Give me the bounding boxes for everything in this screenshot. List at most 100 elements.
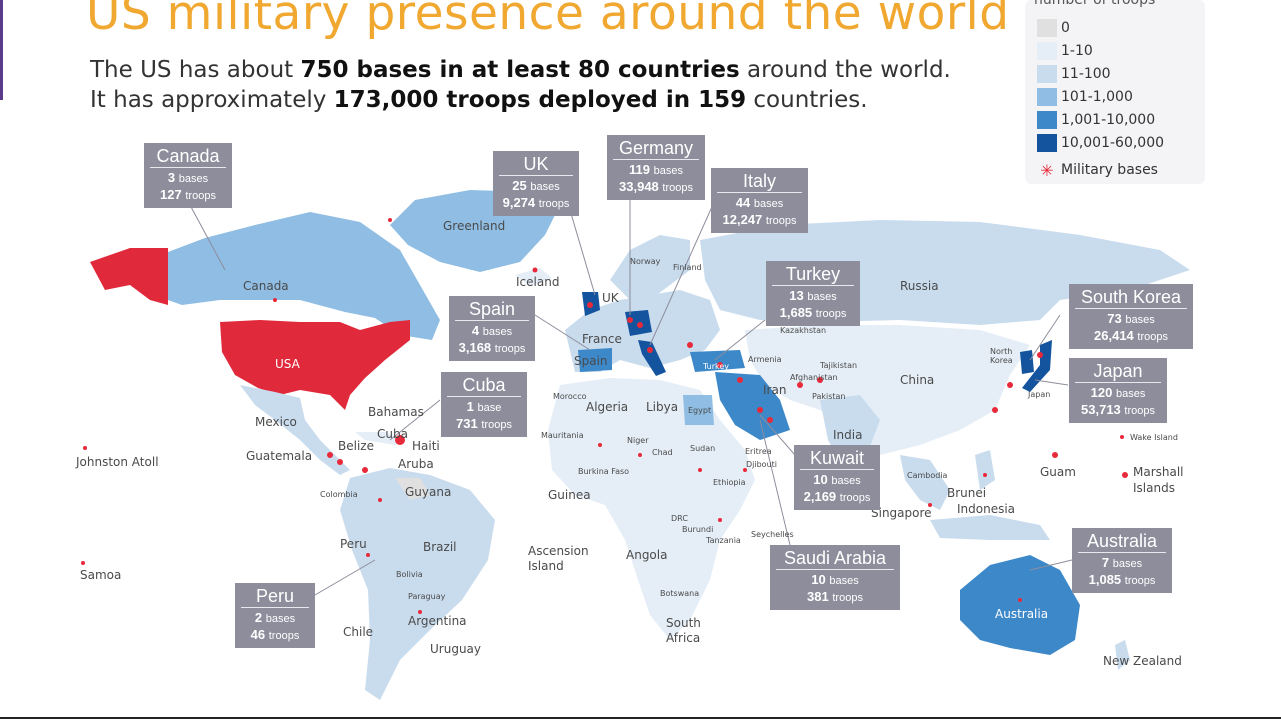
label-uruguay: Uruguay (430, 642, 481, 656)
frame-bottom-line (0, 717, 1281, 719)
label-cuba: Cuba (377, 427, 408, 441)
south-america-shape (340, 468, 495, 700)
label-cambodia: Cambodia (907, 471, 948, 480)
legend-swatch (1037, 88, 1057, 106)
base-marker (638, 453, 642, 457)
label-iceland: Iceland (516, 275, 559, 289)
base-marker (717, 362, 723, 368)
label-guyana: Guyana (405, 485, 451, 499)
africa-shape (548, 378, 755, 640)
subtitle-line-1: The US has about 750 bases in at least 8… (90, 57, 951, 83)
callout-leader-lines (189, 195, 1073, 596)
label-seychelles: Seychelles (751, 530, 794, 539)
label-new-zealand: New Zealand (1103, 654, 1182, 668)
label-marshall-2: Islands (1133, 481, 1175, 495)
callout-kuwait: Kuwait 10 bases 2,169 troops (794, 445, 880, 510)
base-marker (983, 473, 987, 477)
callout-name: Germany (613, 138, 699, 160)
philippines-shape (975, 450, 995, 490)
label-turkey: Turkey (702, 362, 729, 371)
callout-name: Italy (717, 171, 802, 193)
label-russia: Russia (900, 279, 939, 293)
korea-shape (1020, 350, 1034, 374)
label-indonesia: Indonesia (957, 502, 1015, 516)
label-china: China (900, 373, 934, 387)
callout-name: Australia (1078, 531, 1166, 553)
frame-left-accent (0, 0, 3, 100)
label-ascension: Ascension (528, 544, 589, 558)
callout-peru: Peru 2 bases 46 troops (235, 583, 315, 648)
subtitle-line-2: It has approximately 173,000 troops depl… (90, 87, 868, 113)
alaska-shape (90, 248, 168, 305)
callout-name: Japan (1075, 361, 1161, 383)
callout-name: Spain (455, 299, 529, 321)
label-paraguay: Paraguay (408, 592, 446, 601)
label-bolivia: Bolivia (396, 570, 423, 579)
label-finland: Finland (673, 263, 702, 272)
callout-name: UK (499, 154, 573, 176)
base-marker (273, 298, 277, 302)
base-marker (81, 561, 85, 565)
callout-name: Saudi Arabia (776, 548, 894, 570)
base-marker (767, 417, 773, 423)
label-drc: DRC (671, 514, 688, 523)
military-base-markers (81, 218, 1128, 614)
base-marker (1007, 382, 1013, 388)
legend-swatch (1037, 134, 1057, 152)
callout-south-korea: South Korea 73 bases 26,414 troops (1069, 284, 1193, 349)
label-norway: Norway (630, 257, 661, 266)
label-morocco: Morocco (553, 392, 587, 401)
label-greenland: Greenland (443, 219, 505, 233)
asia-shape (745, 325, 1030, 455)
turkey-shape (690, 350, 745, 372)
base-marker (388, 218, 392, 222)
label-canada: Canada (243, 279, 289, 293)
label-johnston-atoll: Johnston Atoll (75, 455, 159, 469)
country-labels: Greenland Canada USA Mexico Bahamas Cuba… (75, 219, 1184, 668)
base-marker (532, 267, 538, 273)
label-brazil: Brazil (423, 540, 457, 554)
label-singapore: Singapore (871, 506, 932, 520)
callout-name: Cuba (447, 375, 521, 397)
callout-spain: Spain 4 bases 3,168 troops (449, 296, 535, 361)
spain-shape (578, 348, 612, 372)
label-botswana: Botswana (660, 589, 699, 598)
base-marker (395, 435, 405, 445)
label-ascension-2: Island (528, 559, 564, 573)
label-armenia: Armenia (748, 355, 782, 364)
label-india: India (833, 428, 862, 442)
label-argentina: Argentina (408, 614, 467, 628)
callout-name: South Korea (1075, 287, 1187, 309)
base-marker (337, 459, 343, 465)
base-marker (718, 518, 722, 522)
label-chile: Chile (343, 625, 373, 639)
base-marker (647, 347, 653, 353)
label-colombia: Colombia (320, 490, 358, 499)
base-marker (378, 498, 382, 502)
label-aruba: Aruba (398, 457, 434, 471)
base-marker (366, 553, 370, 557)
callout-name: Kuwait (800, 448, 874, 470)
base-marker (1120, 435, 1124, 439)
label-france: France (582, 332, 622, 346)
label-marshall: Marshall (1133, 465, 1184, 479)
egypt-shape (683, 395, 714, 425)
legend-item: 0 (1037, 18, 1070, 38)
label-eritrea: Eritrea (745, 447, 772, 456)
middle-east-shape (715, 372, 790, 440)
label-niger: Niger (627, 436, 649, 445)
label-usa: USA (275, 357, 301, 371)
label-north-korea: North (990, 347, 1012, 356)
legend-item: 11-100 (1037, 64, 1111, 84)
new-zealand-shape (1115, 640, 1130, 670)
base-marker (1052, 452, 1058, 458)
legend-bases-item: ✳ Military bases (1037, 160, 1158, 180)
label-north-korea-2: Korea (990, 356, 1013, 365)
base-marker (1037, 352, 1043, 358)
se-asia-shape (900, 455, 950, 510)
label-guinea: Guinea (548, 488, 591, 502)
label-samoa: Samoa (80, 568, 121, 582)
base-marker (587, 302, 593, 308)
label-algeria: Algeria (586, 400, 628, 414)
label-djibouti: Djibouti (746, 460, 777, 469)
